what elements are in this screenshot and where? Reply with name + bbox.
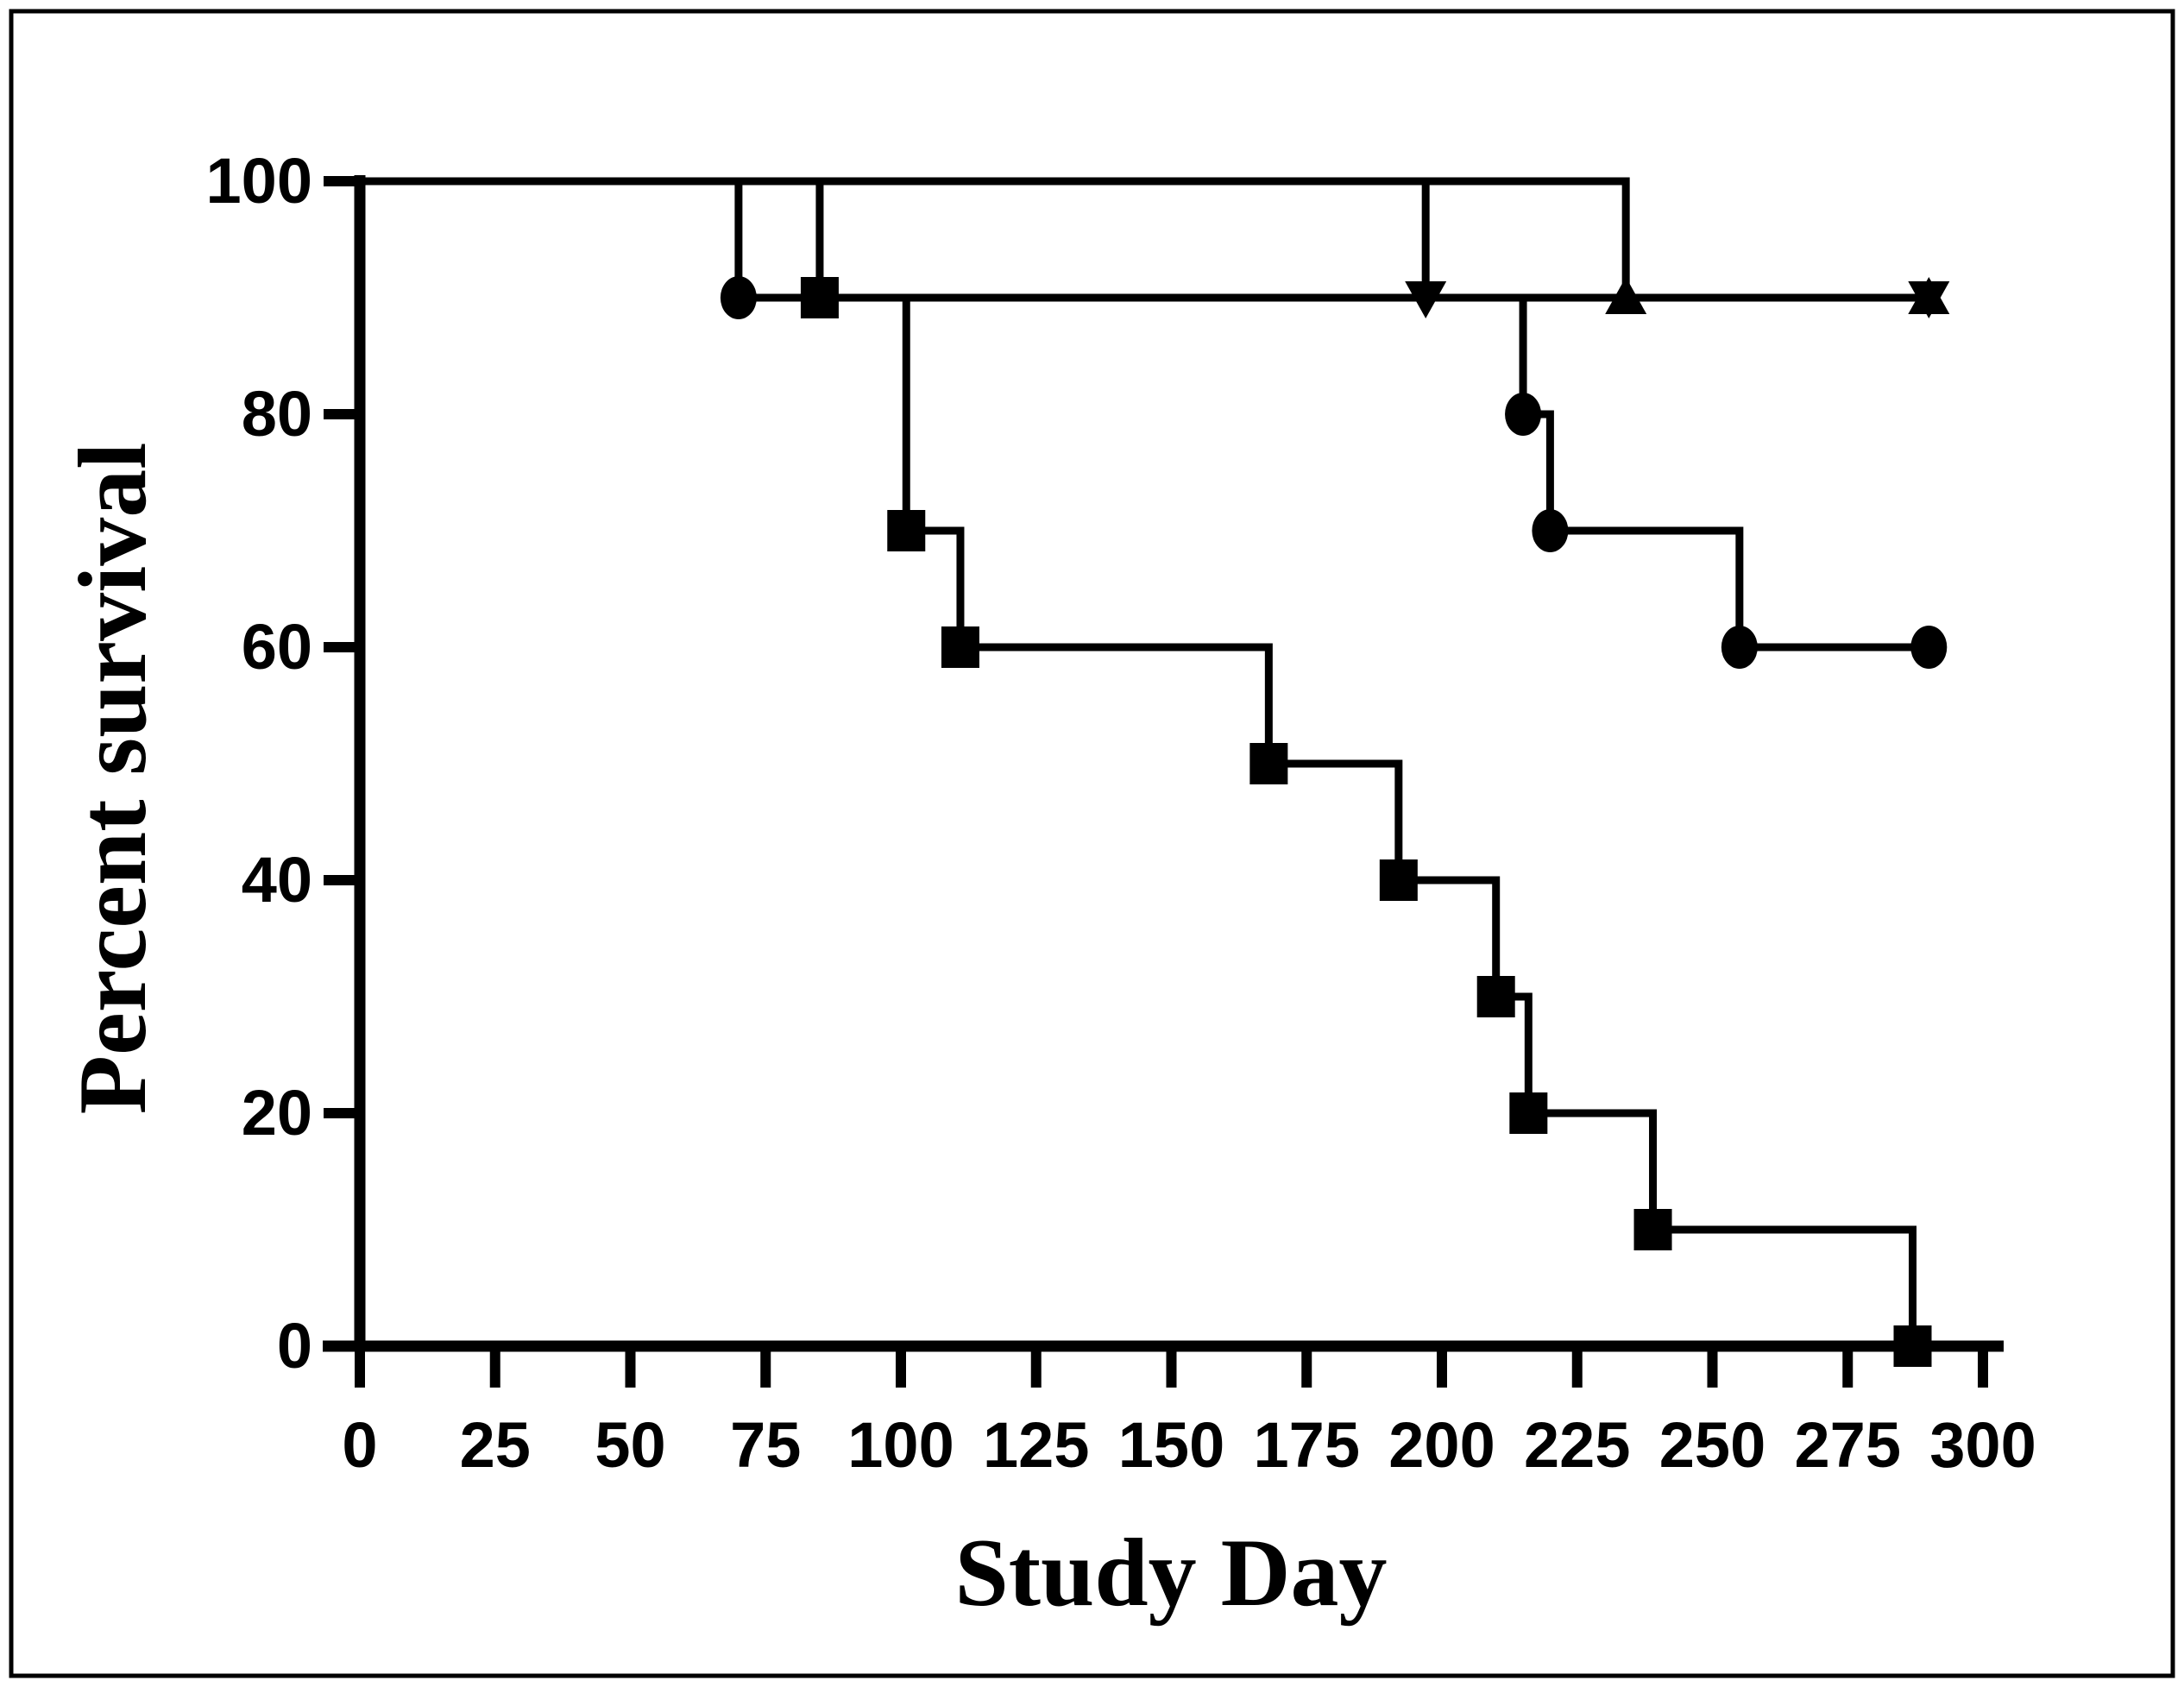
triangle-up-marker: [1908, 277, 1950, 314]
square-marker: [887, 510, 926, 551]
square-marker: [800, 277, 839, 318]
x-tick-label: 50: [595, 1409, 665, 1481]
x-axis-title: Study Day: [954, 1520, 1387, 1627]
axis-titles-group: Study Day Percent survival: [60, 443, 1388, 1627]
x-tick-label: 125: [983, 1409, 1089, 1481]
circle-marker: [720, 276, 757, 319]
circle-marker: [1721, 626, 1758, 669]
triangle-up-marker: [1605, 277, 1647, 314]
y-axis-title: Percent survival: [60, 443, 167, 1115]
x-tick-label: 225: [1524, 1409, 1630, 1481]
figure-border: [9, 9, 2175, 1678]
axes-group: 0 25 50 75 100 125 150 175 200 225 250 275 300 0 20 40 6…: [206, 145, 2036, 1481]
y-tick-label: 80: [242, 378, 312, 450]
x-tick-label: 100: [847, 1409, 954, 1481]
series-group: [360, 177, 1950, 1367]
y-tick-label: 20: [242, 1077, 312, 1149]
step-curve-path: [360, 177, 1929, 302]
triangle-down-marker: [1405, 281, 1447, 318]
x-tick-label: 275: [1795, 1409, 1901, 1481]
x-tick-label: 25: [460, 1409, 531, 1481]
x-tick-label: 0: [342, 1409, 377, 1481]
x-tick-label: 200: [1388, 1409, 1495, 1481]
y-tick-label: 60: [242, 611, 312, 683]
x-tick-label: 75: [730, 1409, 801, 1481]
y-tick-label: 0: [277, 1310, 312, 1382]
x-tick-label: 175: [1254, 1409, 1360, 1481]
circle-marker: [1910, 626, 1948, 669]
square-marker: [1509, 1092, 1548, 1134]
square-marker: [1379, 859, 1418, 901]
circle-marker: [1505, 393, 1542, 436]
y-tick-label: 40: [242, 844, 312, 916]
x-tick-label: 150: [1118, 1409, 1224, 1481]
y-tick-label: 100: [206, 145, 312, 217]
x-tick-label: 300: [1929, 1409, 2036, 1481]
square-marker: [1633, 1209, 1672, 1250]
square-marker: [1476, 976, 1515, 1017]
survival-curve-square-group: [360, 177, 1932, 1367]
square-marker: [941, 626, 979, 668]
x-tick-label: 250: [1659, 1409, 1765, 1481]
step-curve-path: [360, 177, 1917, 1346]
square-marker: [1893, 1325, 1932, 1367]
square-marker: [1249, 743, 1288, 784]
survival-curve-triangle-up-group: [360, 177, 1950, 314]
circle-marker: [1532, 509, 1569, 552]
survival-curve-circle-group: [360, 177, 1948, 669]
